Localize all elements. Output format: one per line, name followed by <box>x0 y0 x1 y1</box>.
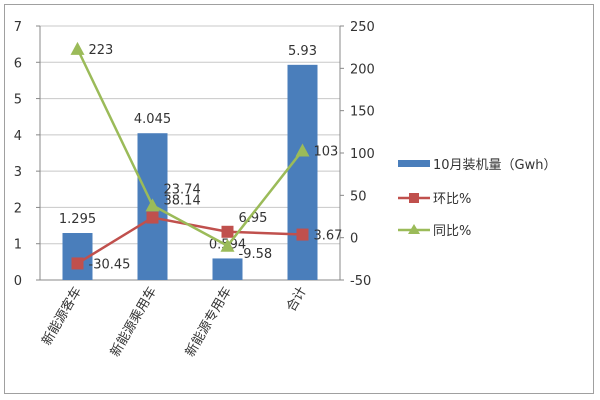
bar <box>287 64 318 280</box>
bar-data-label: 5.93 <box>288 44 317 59</box>
legend-label: 环比% <box>433 192 471 207</box>
category-label: 新能源专用车 <box>182 284 235 360</box>
right-tick-label: 100 <box>350 147 375 162</box>
legend-label: 10月装机量（Gwh） <box>433 158 557 173</box>
right-tick-label: 250 <box>350 20 375 35</box>
left-tick-label: 2 <box>14 201 22 216</box>
line-data-label: 223 <box>89 43 114 58</box>
line-data-label: 23.74 <box>164 183 201 198</box>
right-tick-label: 150 <box>350 105 375 120</box>
legend-square-icon <box>409 193 419 203</box>
line-data-label: 103 <box>314 144 339 159</box>
right-tick-label: 0 <box>350 232 358 247</box>
line-data-label: 38.14 <box>164 193 201 208</box>
left-tick-label: 3 <box>14 165 22 180</box>
square-marker <box>71 257 84 270</box>
line-data-label: -30.45 <box>89 257 131 272</box>
right-tick-label: 200 <box>350 62 375 77</box>
right-tick-label: -50 <box>350 274 371 289</box>
left-tick-label: 4 <box>14 129 22 144</box>
line-data-label: -9.58 <box>239 247 273 262</box>
square-marker <box>146 211 159 224</box>
square-marker <box>221 225 234 238</box>
legend-triangle-icon <box>408 224 420 234</box>
right-tick-label: 50 <box>350 189 367 204</box>
left-tick-label: 6 <box>14 56 22 71</box>
legend-label: 同比% <box>433 224 471 239</box>
bar-data-label: 1.295 <box>59 212 96 227</box>
category-label: 合计 <box>284 285 310 315</box>
category-label: 新能源客车 <box>39 284 85 348</box>
legend-bar-swatch <box>398 160 430 167</box>
left-tick-label: 5 <box>14 93 22 108</box>
triangle-marker <box>70 41 85 55</box>
triangle-marker <box>220 238 235 252</box>
category-label: 新能源乘用车 <box>107 284 160 360</box>
left-tick-label: 1 <box>14 238 22 253</box>
bar-data-label: 4.045 <box>134 112 171 127</box>
series-line-2 <box>76 48 304 248</box>
left-tick-label: 7 <box>14 20 22 35</box>
square-marker <box>296 228 309 241</box>
bar <box>212 258 243 280</box>
triangle-marker <box>295 143 310 157</box>
left-tick-label: 0 <box>14 274 22 289</box>
line-data-label: 3.67 <box>314 229 343 244</box>
triangle-marker <box>145 198 160 212</box>
chart-frame <box>4 4 594 394</box>
